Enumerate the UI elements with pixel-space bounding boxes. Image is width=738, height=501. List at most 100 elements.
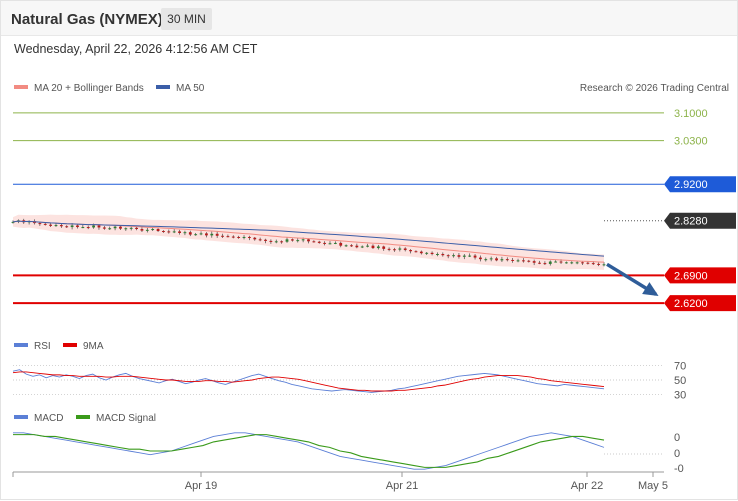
ma50-legend-label: MA 50: [176, 83, 205, 94]
candle: [441, 254, 445, 256]
candle: [484, 259, 488, 261]
macd-legend-label: MACD: [34, 413, 63, 424]
candle: [366, 245, 369, 247]
candle: [119, 226, 122, 229]
ma50-line: [12, 220, 605, 257]
candle: [409, 250, 412, 252]
rsi-ma-legend-label: 9MA: [83, 341, 104, 352]
candle: [86, 227, 90, 229]
candle: [360, 246, 364, 248]
level-tag-last: [664, 212, 736, 229]
candle: [479, 257, 482, 260]
rsi-tick-label: 50: [674, 375, 686, 387]
candle: [591, 263, 595, 265]
rsi-ma-line: [12, 371, 605, 392]
level-tag-support: [664, 267, 736, 284]
candle: [468, 255, 472, 257]
macd-line: [13, 432, 605, 470]
timeframe-button[interactable]: 30 MIN: [161, 8, 212, 30]
macd-legend-swatch: [14, 415, 28, 419]
x-tick-label: Apr 22: [571, 480, 603, 492]
macd-signal-line: [13, 434, 605, 468]
x-tick-label: May 5: [638, 480, 668, 492]
level-label-support: 2.6900: [674, 270, 708, 282]
candle: [436, 254, 439, 256]
candle: [65, 226, 69, 228]
candle: [462, 255, 466, 257]
candle: [183, 232, 187, 234]
candle: [495, 258, 498, 261]
candle: [387, 248, 391, 250]
candle: [403, 248, 407, 251]
candle: [339, 242, 343, 246]
level-tag-support: [664, 295, 736, 312]
candle: [581, 262, 584, 264]
candle: [49, 224, 53, 226]
candle: [199, 233, 203, 235]
candle: [54, 225, 58, 227]
candle: [543, 263, 547, 265]
level-label-target: 3.1000: [674, 108, 708, 120]
level-tag-resistance: [664, 176, 736, 193]
candle: [307, 239, 310, 242]
candle: [162, 231, 165, 233]
forecast-arrowhead: [642, 282, 659, 296]
instrument-title: Natural Gas (NYMEX): [11, 11, 163, 28]
candle: [532, 261, 536, 263]
candle: [457, 255, 461, 257]
candle: [597, 263, 601, 265]
level-label-last: 2.8280: [674, 216, 708, 228]
candle: [102, 227, 106, 229]
candle: [570, 262, 574, 264]
rsi-ma-legend-swatch: [63, 343, 77, 347]
candle: [274, 241, 278, 243]
candle: [188, 232, 192, 235]
candle: [505, 259, 509, 261]
rsi-line: [12, 369, 605, 393]
candle: [414, 251, 418, 253]
candle: [264, 239, 267, 241]
candle: [129, 227, 133, 229]
candle: [178, 231, 181, 233]
candle: [516, 260, 520, 262]
candle: [145, 229, 149, 231]
x-tick-label: Apr 21: [386, 480, 418, 492]
candle: [398, 248, 402, 250]
ma50-legend-swatch: [156, 85, 170, 89]
candle: [602, 264, 606, 266]
ma20-legend-label: MA 20 + Bollinger Bands: [34, 83, 144, 94]
candle: [317, 241, 321, 243]
candle: [371, 245, 375, 249]
macd-signal-legend-label: MACD Signal: [96, 413, 156, 424]
candle: [11, 221, 15, 223]
candle: [172, 231, 176, 233]
candle: [489, 258, 493, 260]
candle: [59, 225, 63, 227]
candle: [559, 261, 563, 263]
candle: [76, 225, 79, 228]
rsi-tick-label: 30: [674, 390, 686, 402]
candle: [446, 255, 450, 257]
candle: [151, 229, 155, 231]
copyright-text: Research © 2026 Trading Central: [580, 83, 729, 94]
candle: [430, 252, 434, 255]
rsi-legend-label: RSI: [34, 341, 51, 352]
candle: [575, 262, 579, 264]
candle: [97, 225, 101, 228]
candle: [500, 259, 504, 261]
chart-datetime: Wednesday, April 22, 2026 4:12:56 AM CET: [14, 42, 258, 56]
candle: [124, 228, 128, 230]
candle: [81, 227, 85, 229]
candle: [355, 245, 359, 248]
candle: [548, 261, 552, 264]
candle: [323, 242, 327, 244]
candle: [194, 234, 198, 236]
candle: [527, 260, 531, 262]
rsi-legend-swatch: [14, 343, 28, 347]
candle: [452, 255, 455, 257]
candle: [226, 236, 230, 238]
candle: [248, 236, 251, 238]
candle: [92, 225, 95, 228]
candle: [38, 223, 42, 225]
